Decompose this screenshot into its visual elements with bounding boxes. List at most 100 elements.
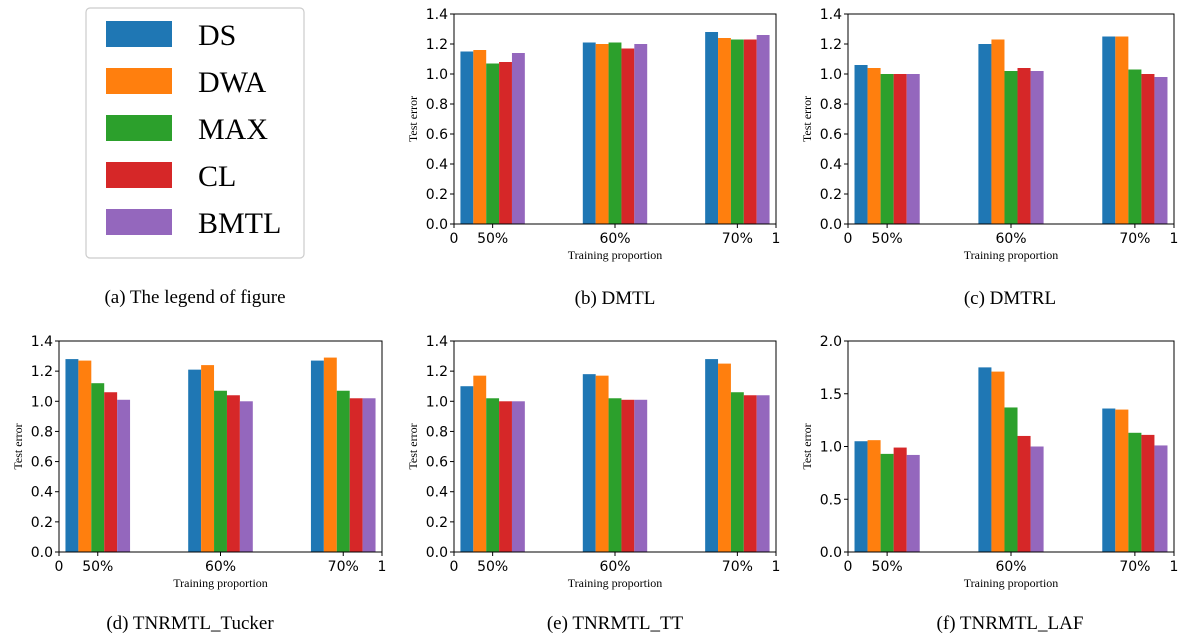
x-category-label: 70% — [722, 559, 753, 575]
x-axis-label: Training proportion — [568, 576, 663, 590]
bar-bmtl-50pct — [906, 74, 920, 224]
y-tick-label: 0.8 — [426, 424, 448, 440]
legend-label-ds: DS — [198, 19, 236, 52]
y-tick-label: 1.0 — [426, 394, 448, 410]
y-tick-label: 1.0 — [426, 67, 448, 83]
y-tick-label: 0.0 — [31, 545, 53, 561]
y-tick-label: 0.0 — [426, 545, 448, 561]
x-axis-label: Training proportion — [964, 576, 1059, 590]
bar-ds-70pct — [1102, 36, 1116, 224]
x-category-label: 50% — [82, 559, 113, 575]
x-edge-tick-label: 0 — [450, 231, 459, 247]
x-category-label: 50% — [872, 559, 903, 575]
bar-max-60pct — [1004, 71, 1018, 224]
bar-bmtl-50pct — [511, 53, 525, 224]
bar-dwa-70pct — [323, 357, 337, 552]
y-tick-label: 0.6 — [31, 455, 53, 471]
bar-bmtl-70pct — [756, 35, 770, 224]
panel-caption: (e) TNRMTL_TT — [547, 613, 684, 633]
x-edge-tick-label: 1 — [378, 559, 387, 575]
bar-ds-50pct — [65, 359, 79, 552]
y-tick-label: 1.5 — [820, 387, 842, 403]
legend-label-cl: CL — [198, 160, 236, 193]
y-tick-label: 1.2 — [426, 364, 448, 380]
x-category-label: 60% — [995, 231, 1026, 247]
bar-bmtl-60pct — [239, 401, 253, 552]
y-tick-label: 0.4 — [426, 157, 448, 173]
y-tick-label: 1.2 — [426, 37, 448, 53]
x-axis-label: Training proportion — [173, 576, 268, 590]
bar-cl-60pct — [621, 399, 635, 552]
y-tick-label: 1.4 — [31, 334, 53, 350]
y-tick-label: 1.2 — [31, 364, 53, 380]
legend-panel: DS DWA MAX CL BMTL (a) The legend of figure — [85, 7, 305, 308]
bar-dwa-70pct — [1115, 409, 1129, 552]
x-category-label: 50% — [477, 559, 508, 575]
y-tick-label: 0.4 — [820, 157, 842, 173]
legend-caption: (a) The legend of figure — [104, 287, 285, 308]
bar-bmtl-60pct — [634, 399, 648, 552]
bar-max-50pct — [486, 398, 500, 552]
chart-panel-5: 0.0 0.5 1.0 1.5 2.0 0 1 50% 60% 70% Training propo… — [800, 334, 1178, 633]
bar-ds-70pct — [705, 32, 719, 224]
bar-dwa-70pct — [1115, 36, 1129, 224]
legend-swatch-ds — [106, 21, 172, 47]
bar-bmtl-70pct — [1154, 77, 1168, 224]
bar-max-70pct — [730, 392, 744, 552]
y-tick-label: 0.8 — [426, 97, 448, 113]
x-category-label: 70% — [1119, 231, 1150, 247]
y-tick-label: 0.0 — [820, 545, 842, 561]
bar-cl-70pct — [1141, 74, 1155, 224]
legend-swatch-bmtl — [106, 209, 172, 235]
bar-ds-50pct — [854, 65, 868, 224]
bar-cl-50pct — [893, 447, 907, 552]
y-tick-label: 1.0 — [820, 67, 842, 83]
x-edge-tick-label: 0 — [844, 559, 853, 575]
bar-cl-50pct — [104, 392, 118, 552]
bar-dwa-60pct — [595, 375, 609, 552]
bar-bmtl-60pct — [1030, 446, 1044, 552]
y-tick-label: 0.2 — [426, 515, 448, 531]
y-axis-label: Test error — [11, 423, 25, 469]
y-tick-label: 0.5 — [820, 492, 842, 508]
bar-cl-60pct — [621, 48, 635, 224]
y-axis-label: Test error — [800, 96, 814, 142]
y-tick-label: 0.6 — [426, 127, 448, 143]
legend-swatch-dwa — [106, 68, 172, 94]
panel-caption: (b) DMTL — [575, 288, 656, 309]
bar-dwa-70pct — [718, 363, 731, 552]
bar-max-50pct — [880, 74, 894, 224]
y-tick-label: 0.2 — [820, 187, 842, 203]
bar-dwa-50pct — [473, 375, 487, 552]
bar-max-70pct — [1128, 432, 1142, 552]
bar-max-60pct — [214, 390, 227, 552]
chart-panel-2: 0.0 0.2 0.4 0.6 0.8 1.0 1.2 1.4 0 1 50% 60% 70% Train… — [800, 7, 1178, 309]
bar-max-70pct — [336, 390, 350, 552]
y-axis-label: Test error — [406, 96, 420, 142]
y-tick-label: 0.8 — [31, 424, 53, 440]
x-edge-tick-label: 0 — [55, 559, 64, 575]
y-tick-label: 1.0 — [820, 440, 842, 456]
bar-cl-70pct — [1141, 434, 1155, 552]
bar-ds-50pct — [854, 441, 868, 552]
x-edge-tick-label: 1 — [1170, 231, 1178, 247]
bar-cl-50pct — [499, 62, 512, 224]
bar-dwa-60pct — [991, 39, 1005, 224]
y-tick-label: 0.2 — [31, 515, 53, 531]
legend-label-dwa: DWA — [198, 66, 267, 99]
bar-cl-50pct — [893, 74, 907, 224]
bar-ds-60pct — [188, 369, 202, 552]
bar-ds-60pct — [582, 42, 596, 224]
bar-dwa-50pct — [473, 50, 487, 224]
bar-max-60pct — [608, 398, 622, 552]
bar-ds-60pct — [978, 367, 992, 553]
bar-max-70pct — [730, 39, 744, 224]
bar-ds-70pct — [1102, 408, 1116, 552]
bar-max-50pct — [880, 453, 894, 552]
x-category-label: 50% — [872, 231, 903, 247]
legend-label-bmtl: BMTL — [198, 207, 281, 240]
y-tick-label: 2.0 — [820, 334, 842, 350]
bar-bmtl-60pct — [634, 44, 648, 224]
bar-max-50pct — [91, 383, 105, 552]
